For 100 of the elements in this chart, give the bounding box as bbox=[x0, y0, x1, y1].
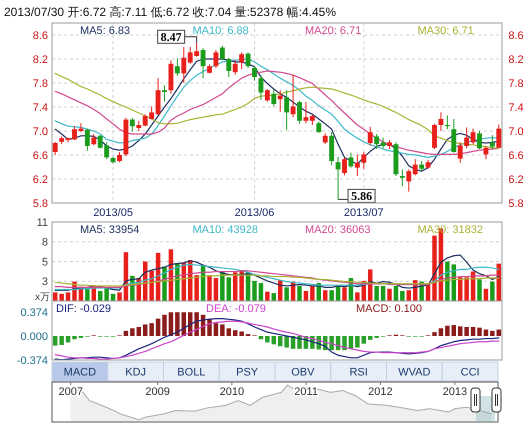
candlestick bbox=[451, 118, 456, 154]
bar bbox=[445, 326, 450, 336]
bar bbox=[426, 284, 430, 301]
text: MA20: 6.71 bbox=[305, 25, 362, 37]
text: WVAD bbox=[398, 366, 431, 378]
bar bbox=[297, 286, 302, 301]
text: BOLL bbox=[177, 366, 206, 378]
text: KDJ bbox=[125, 366, 146, 378]
bar bbox=[232, 272, 238, 301]
text: MA30: 6.71 bbox=[418, 25, 474, 37]
y-tick-label: 6.2 bbox=[32, 174, 48, 186]
x-tick-label: 2012 bbox=[368, 386, 393, 398]
candlestick bbox=[368, 126, 373, 146]
y-tick-label: 5 bbox=[42, 256, 48, 268]
text: CCI bbox=[460, 366, 480, 378]
candlestick bbox=[354, 154, 360, 176]
bar bbox=[142, 324, 148, 336]
y-tick-label: 5.8 bbox=[32, 198, 48, 210]
candlestick bbox=[264, 88, 270, 102]
bar bbox=[336, 286, 340, 301]
bar bbox=[304, 290, 308, 301]
series-label: MACD: 0.100 bbox=[356, 303, 422, 315]
candlestick bbox=[419, 160, 424, 172]
y-axis-title: x万 bbox=[35, 292, 50, 303]
candlestick bbox=[226, 57, 232, 78]
bar bbox=[490, 282, 495, 301]
bar bbox=[322, 290, 328, 301]
bar bbox=[104, 288, 109, 301]
bar bbox=[272, 293, 276, 301]
candlestick bbox=[438, 112, 444, 132]
bar bbox=[194, 275, 199, 301]
bar bbox=[272, 336, 276, 344]
candlestick bbox=[200, 48, 206, 79]
x-tick-label: 2009 bbox=[145, 386, 170, 398]
candlestick bbox=[483, 146, 488, 160]
y-tick-label: 7.0 bbox=[32, 126, 48, 138]
bar bbox=[226, 328, 232, 336]
bar bbox=[387, 288, 392, 301]
bar bbox=[496, 330, 502, 336]
y2-tick-label: 5.8 bbox=[508, 198, 524, 210]
bar bbox=[52, 336, 58, 346]
bar bbox=[458, 277, 462, 301]
candlestick bbox=[174, 58, 180, 76]
y2-tick-label: 7.4 bbox=[508, 102, 524, 114]
y-tick-label: 7.4 bbox=[32, 102, 48, 114]
x-tick-label: 2010 bbox=[220, 386, 244, 398]
bar bbox=[66, 336, 70, 342]
candlestick bbox=[336, 156, 341, 200]
annotation: 5.86 bbox=[351, 188, 372, 203]
candlestick bbox=[322, 132, 328, 145]
candlestick bbox=[239, 52, 244, 70]
candlestick bbox=[252, 66, 257, 82]
bar bbox=[290, 336, 296, 349]
bar bbox=[278, 336, 282, 346]
bar bbox=[362, 336, 366, 344]
bar bbox=[470, 327, 476, 336]
bar bbox=[136, 327, 142, 336]
y-tick-label: 0.000 bbox=[20, 330, 48, 343]
y-tick-label: 11 bbox=[36, 216, 48, 229]
bar bbox=[406, 290, 412, 301]
y2-tick-label: 6.6 bbox=[508, 150, 524, 162]
y-tick-label: 7.8 bbox=[32, 78, 48, 90]
line-series bbox=[54, 274, 500, 287]
candlestick bbox=[342, 156, 347, 176]
bar bbox=[130, 328, 135, 336]
bar bbox=[265, 336, 270, 342]
candlestick bbox=[278, 90, 283, 112]
candlestick bbox=[84, 128, 90, 152]
y2-tick-label: 8.2 bbox=[508, 54, 524, 66]
candlestick bbox=[490, 134, 495, 150]
candlestick bbox=[400, 168, 405, 187]
bar bbox=[477, 279, 482, 301]
series-label: DEA: -0.079 bbox=[206, 303, 266, 315]
x-tick-label: 2013/05 bbox=[93, 207, 133, 219]
y2-tick-label: 7.0 bbox=[508, 126, 524, 138]
candlestick bbox=[284, 90, 290, 130]
text: MA10: 43928 bbox=[192, 224, 258, 236]
candlestick bbox=[117, 152, 122, 163]
text: MA30: 31832 bbox=[418, 224, 483, 236]
candlestick bbox=[91, 134, 96, 146]
bar bbox=[310, 286, 315, 301]
bar bbox=[464, 277, 469, 301]
annotation: 8.47 bbox=[160, 30, 182, 44]
candlestick bbox=[316, 120, 322, 134]
bar bbox=[220, 324, 225, 336]
candlestick bbox=[136, 120, 142, 132]
bar bbox=[59, 294, 64, 301]
chart-title: 2013/07/30 开:6.72 高:7.11 低:6.72 收:7.04 量:52378 幅:4.45% bbox=[4, 5, 336, 19]
bar bbox=[342, 287, 347, 301]
x-tick-label: 2013/07 bbox=[344, 207, 384, 219]
bar bbox=[329, 290, 334, 301]
y2-tick-label: 8.6 bbox=[508, 30, 524, 42]
bar bbox=[258, 336, 264, 340]
text: MA20: 36063 bbox=[305, 224, 370, 236]
y-tick-label: 0.374 bbox=[20, 306, 48, 319]
bar bbox=[226, 277, 232, 301]
y2-tick-label: 7.8 bbox=[508, 78, 524, 90]
bar bbox=[452, 325, 456, 336]
text: MA5: 33954 bbox=[80, 224, 140, 236]
candlestick bbox=[477, 130, 482, 150]
